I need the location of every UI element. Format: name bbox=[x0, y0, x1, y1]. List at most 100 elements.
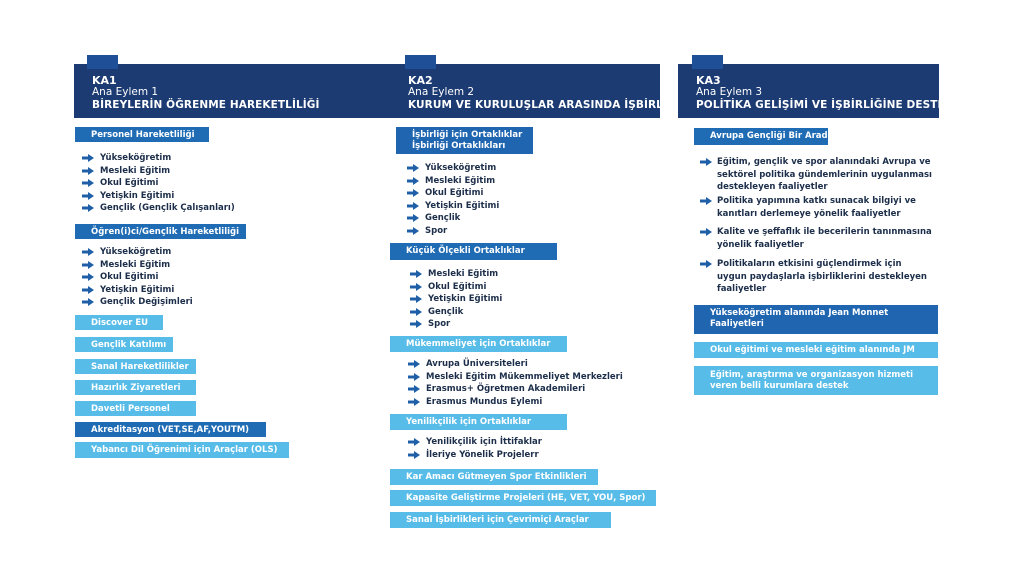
list-item: Okul Eğitimi bbox=[407, 187, 499, 200]
list-item-label: Gençlik Değişimleri bbox=[100, 297, 193, 307]
list-item-label: Erasmus+ Öğretmen Akademileri bbox=[426, 384, 586, 394]
ka3-item-line: Eğitim, gençlik ve spor alanındaki Avrup… bbox=[717, 157, 931, 167]
list-item-label: Spor bbox=[428, 319, 451, 329]
list-item-label: Gençlik (Gençlik Çalışanları) bbox=[100, 203, 235, 213]
ka3-jm-box: Okul eğitimi ve mesleki eğitim alanında … bbox=[694, 342, 938, 358]
list-item: Erasmus Mundus Eylemi bbox=[408, 396, 623, 409]
ka2-isbirligi-line1: İşbirliği için Ortaklıklar bbox=[412, 130, 523, 140]
list-item-label: Gençlik bbox=[425, 213, 461, 223]
ka3-item: Politikaların etkisini güçlendirmek için… bbox=[700, 258, 940, 296]
ka3-item: Kalite ve şeffaflık ile becerilerin tanı… bbox=[700, 226, 940, 251]
list-item: Mesleki Eğitim Mükemmeliyet Merkezleri bbox=[408, 371, 623, 384]
ka3-item-line: Politikaların etkisini güçlendirmek için bbox=[717, 259, 902, 269]
ka1-list2: Yükseköğretim Mesleki Eğitim Okul Eğitimi Y… bbox=[82, 246, 193, 309]
list-item-label: Yetişkin Eğitimi bbox=[100, 284, 175, 295]
ka1-box-genclik-katilimi: Gençlik Katılımı bbox=[75, 337, 173, 352]
ka2-isbirligi-box: İşbirliği için Ortaklıklar İşbirliği Ort… bbox=[396, 127, 533, 154]
list-item-label: Yenilikçilik için İttifaklar bbox=[426, 437, 542, 447]
ka3-tab bbox=[692, 55, 723, 69]
list-item: Gençlik bbox=[410, 306, 502, 319]
list-item-label: Mesleki Eğitim bbox=[425, 175, 496, 186]
ka3-jean-monnet-line2: Faaliyetleri bbox=[710, 319, 764, 329]
arrow-right-icon bbox=[82, 298, 94, 306]
ka3-jean-monnet-box: Yükseköğretim alanında Jean Monnet Faali… bbox=[694, 305, 938, 334]
arrow-right-icon bbox=[82, 248, 94, 256]
ka3-avrupa-box: Avrupa Gençliği Bir Arada bbox=[694, 128, 833, 145]
list-item-label: Avrupa Üniversiteleri bbox=[426, 359, 528, 369]
arrow-right-icon bbox=[410, 307, 422, 316]
arrow-right-icon bbox=[410, 270, 422, 278]
arrow-right-icon bbox=[407, 176, 419, 185]
arrow-right-icon bbox=[82, 260, 94, 269]
arrow-right-icon bbox=[82, 204, 94, 212]
ka2-subtitle: Ana Eylem 2 bbox=[408, 86, 475, 98]
list-item-label: Yükseköğretim bbox=[100, 247, 172, 257]
ka3-destek-box: Eğitim, araştırma ve organizasyon hizmet… bbox=[694, 366, 938, 395]
list-item: Gençlik (Gençlik Çalışanları) bbox=[82, 202, 235, 215]
ka1-tab bbox=[87, 55, 118, 69]
list-item: Yetişkin Eğitimi bbox=[407, 200, 499, 213]
ka2-header: KA2 Ana Eylem 2 KURUM VE KURULUŞLAR ARAS… bbox=[388, 64, 680, 118]
arrow-right-icon bbox=[407, 226, 419, 235]
list-item: Yükseköğretim bbox=[82, 246, 193, 259]
ka2-tab bbox=[405, 55, 436, 69]
arrow-right-icon bbox=[82, 166, 94, 175]
ka3-header: KA3 Ana Eylem 3 POLİTİKA GELİŞİMİ VE İŞB… bbox=[678, 64, 953, 118]
ka1-box-akreditasyon: Akreditasyon (VET,SE,AF,YOUTM) bbox=[75, 422, 266, 437]
ka3-item: Politika yapımına katkı sunacak bilgiyi … bbox=[700, 195, 940, 220]
list-item: Mesleki Eğitim bbox=[407, 175, 499, 188]
ka2-box-sanal-isbirlikleri: Sanal İşbirlikleri için Çevrimiçi Araçla… bbox=[390, 512, 611, 528]
list-item-label: Erasmus Mundus Eylemi bbox=[426, 396, 543, 407]
ka2-isbirligi-line2: İşbirliği Ortaklıkları bbox=[412, 141, 506, 151]
list-item-label: İleriye Yönelik Projelerr bbox=[426, 449, 539, 460]
arrow-right-icon bbox=[407, 189, 419, 197]
list-item: Okul Eğitimi bbox=[82, 177, 235, 190]
ka2-yenilikcilik-box: Yenilikçilik için Ortaklıklar bbox=[390, 414, 567, 430]
list-item-label: Okul Eğitimi bbox=[425, 188, 484, 198]
list-item-label: Mesleki Eğitim bbox=[428, 269, 499, 279]
list-item-label: Okul Eğitimi bbox=[100, 178, 159, 188]
arrow-right-icon bbox=[410, 295, 422, 303]
arrow-right-icon bbox=[407, 214, 419, 222]
ka2-list3: Avrupa Üniversiteleri Mesleki Eğitim Müke… bbox=[408, 358, 623, 408]
list-item: Avrupa Üniversiteleri bbox=[408, 358, 623, 371]
list-item: Yetişkin Eğitimi bbox=[82, 284, 193, 297]
ka1-code: KA1 bbox=[92, 74, 117, 87]
ka3-item-line: kanıtları derlemeye yönelik faaliyetler bbox=[717, 208, 901, 219]
ka1-header: KA1 Ana Eylem 1 BİREYLERİN ÖĞRENME HAREK… bbox=[74, 64, 401, 118]
list-item: İleriye Yönelik Projelerr bbox=[408, 449, 542, 462]
list-item: Yükseköğretim bbox=[407, 162, 499, 175]
list-item: Yetişkin Eğitimi bbox=[410, 293, 502, 306]
list-item: Yetişkin Eğitimi bbox=[82, 190, 235, 203]
list-item: Gençlik bbox=[407, 212, 499, 225]
ka2-code: KA2 bbox=[408, 74, 433, 87]
list-item-label: Yükseköğretim bbox=[100, 153, 172, 163]
arrow-right-icon bbox=[408, 372, 420, 381]
ka3-item-line: Politika yapımına katkı sunacak bilgiyi … bbox=[717, 196, 916, 206]
ka3-destek-line2: veren belli kurumlara destek bbox=[710, 381, 849, 391]
ka3-item: Eğitim, gençlik ve spor alanındaki Avrup… bbox=[700, 156, 940, 194]
arrow-right-icon bbox=[408, 385, 420, 393]
ka3-code: KA3 bbox=[696, 74, 721, 87]
arrow-right-icon bbox=[700, 158, 712, 171]
ka3-jean-monnet-line1: Yükseköğretim alanında Jean Monnet bbox=[710, 308, 889, 318]
arrow-right-icon bbox=[410, 320, 422, 328]
list-item-label: Spor bbox=[425, 225, 448, 236]
list-item-label: Mesleki Eğitim bbox=[100, 165, 171, 176]
arrow-right-icon bbox=[82, 154, 94, 162]
ka1-title: BİREYLERİN ÖĞRENME HAREKETLİLİĞİ bbox=[92, 99, 320, 111]
ka2-box-kapasite: Kapasite Geliştirme Projeleri (HE, VET, … bbox=[390, 490, 656, 506]
arrow-right-icon bbox=[410, 282, 422, 291]
ka3-item-line: Kalite ve şeffaflık ile becerilerin tanı… bbox=[717, 227, 932, 237]
ka3-item-line: destekleyen faaliyetler bbox=[717, 182, 828, 192]
ka2-box-spor: Kar Amacı Gütmeyen Spor Etkinlikleri bbox=[390, 469, 598, 485]
list-item-label: Yetişkin Eğitimi bbox=[100, 190, 175, 201]
ka1-personel-box: Personel Hareketliliği bbox=[75, 127, 209, 142]
list-item-label: Okul Eğitimi bbox=[100, 272, 159, 282]
arrow-right-icon bbox=[407, 201, 419, 210]
ka1-box-hazirlik: Hazırlık Ziyaretleri bbox=[75, 380, 196, 395]
list-item: Gençlik Değişimleri bbox=[82, 296, 193, 309]
arrow-right-icon bbox=[82, 273, 94, 281]
arrow-right-icon bbox=[82, 191, 94, 200]
arrow-right-icon bbox=[82, 179, 94, 187]
